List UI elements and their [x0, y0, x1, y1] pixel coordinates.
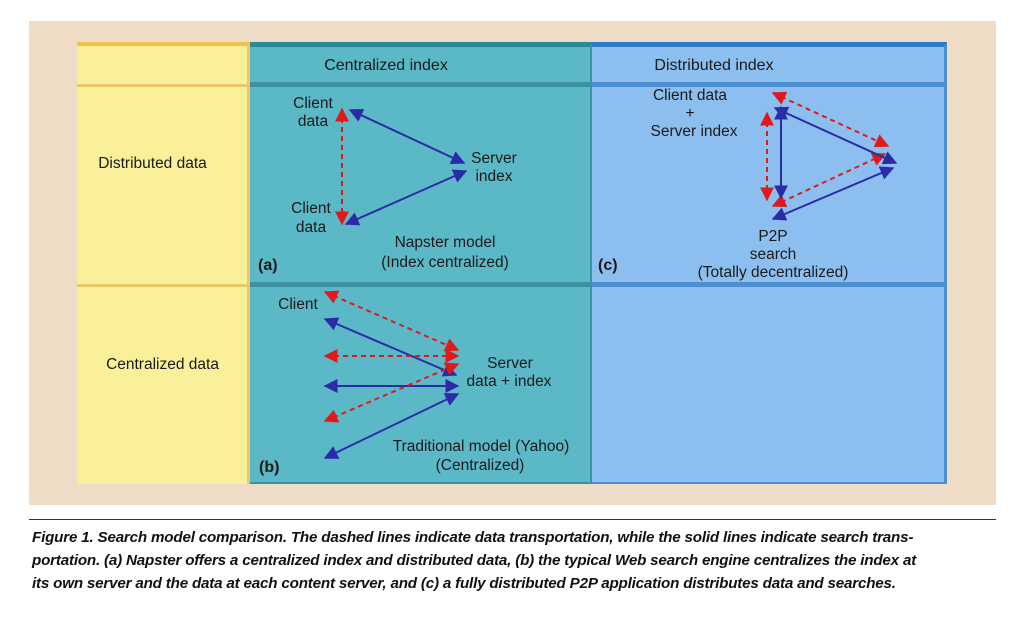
corner-cell	[77, 42, 250, 84]
a-tag: (a)	[258, 257, 278, 274]
a-client-bottom-line1: Client	[291, 200, 331, 217]
c-tag: (c)	[598, 257, 618, 274]
caption-rule	[29, 519, 996, 520]
cell-empty	[592, 284, 947, 484]
panel-a-arrows	[335, 107, 468, 226]
a-server-line1: Server	[471, 150, 517, 167]
b-server-line1: Server	[487, 355, 533, 372]
a-solid-bottom	[344, 169, 468, 226]
b-server-line2: data + index	[466, 373, 552, 390]
row-header-distributed-data: Distributed data	[98, 155, 207, 172]
b-dashed-1	[323, 290, 460, 352]
b-solid-1	[323, 317, 458, 377]
c-top-line2: +	[685, 105, 695, 122]
panel-c-arrows	[760, 91, 898, 221]
c-dashed-bottom-right	[771, 152, 887, 208]
c-model: (Totally decentralized)	[697, 264, 849, 281]
row-label-cell-distributed	[77, 84, 250, 284]
c-bottom-line2: search	[749, 246, 797, 263]
row-label-cell-centralized	[77, 284, 250, 484]
header-centralized-index	[250, 42, 592, 84]
b-solid-3	[323, 393, 460, 459]
a-client-top-line1: Client	[293, 95, 333, 112]
column-header-centralized-index: Centralized index	[324, 57, 448, 74]
a-server-line2: index	[475, 168, 513, 185]
b-model-line2: (Centralized)	[435, 457, 525, 474]
figure-caption: Figure 1. Search model comparison. The d…	[32, 526, 994, 595]
caption-line-3: its own server and the data at each cont…	[32, 575, 896, 592]
c-top-line1: Client data	[652, 87, 728, 104]
c-solid-bottom-right	[771, 166, 895, 221]
a-client-bottom-line2: data	[295, 219, 327, 236]
b-tag: (b)	[259, 459, 280, 476]
a-model-line2: (Index centralized)	[381, 254, 509, 271]
c-bottom-line1: P2P	[758, 228, 788, 245]
c-top-line3: Server index	[650, 123, 738, 140]
caption-line-2: portation. (a) Napster offers a centrali…	[32, 552, 917, 569]
b-client: Client	[278, 296, 318, 313]
row-header-centralized-data: Centralized data	[106, 356, 219, 373]
c-dashed-top-right	[771, 91, 890, 148]
caption-line-1: Figure 1. Search model comparison. The d…	[32, 529, 914, 546]
panel-b-arrows	[323, 290, 460, 459]
header-distributed-index	[592, 42, 947, 84]
a-model-line1: Napster model	[394, 234, 496, 251]
a-client-top-line2: data	[297, 113, 329, 130]
a-solid-top	[348, 108, 466, 165]
column-header-distributed-index: Distributed index	[654, 57, 774, 74]
b-dashed-3	[323, 362, 460, 423]
c-solid-top-right	[773, 106, 898, 165]
